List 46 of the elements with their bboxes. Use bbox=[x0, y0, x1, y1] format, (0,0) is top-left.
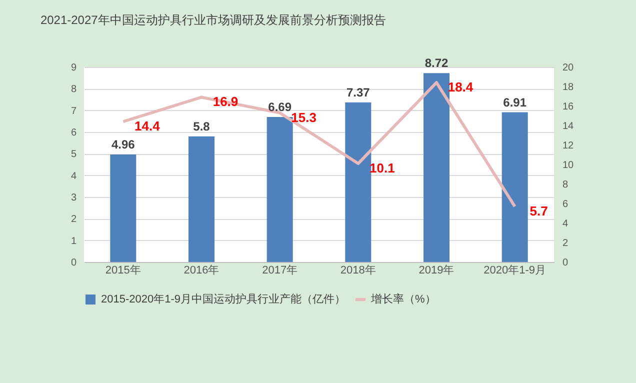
y2-tick-label: 14 bbox=[562, 121, 574, 132]
data-label: 7.37 bbox=[346, 85, 370, 100]
y2-tick-label: 18 bbox=[562, 82, 574, 93]
y2-tick-label: 10 bbox=[562, 160, 574, 171]
y2-tick-label: 4 bbox=[562, 218, 568, 230]
y2-tick-label: 16 bbox=[562, 102, 574, 112]
data-label: 4.96 bbox=[111, 138, 136, 152]
y-tick-label: 0 bbox=[70, 258, 77, 268]
bar bbox=[345, 102, 372, 262]
chart-title: 2021-2027年中国运动护具行业市场调研及发展前景分析预测报告 bbox=[40, 13, 386, 28]
y-tick-label: 5 bbox=[70, 149, 77, 160]
data-label: 6.91 bbox=[503, 95, 527, 110]
x-tick-label: 2016年 bbox=[184, 264, 220, 276]
y-tick-label: 6 bbox=[70, 128, 77, 138]
bar bbox=[188, 136, 214, 262]
y-tick-label: 9 bbox=[70, 62, 77, 74]
legend-label: 2015-2020年1-9月中国运动护具行业产能（亿件） bbox=[101, 292, 346, 306]
y2-tick-label: 20 bbox=[562, 62, 574, 74]
y2-tick-label: 12 bbox=[562, 140, 574, 152]
x-tick-label: 2015年 bbox=[105, 264, 141, 276]
bar bbox=[110, 154, 136, 262]
data-label: 14.4 bbox=[134, 118, 161, 134]
x-tick-label: 2020年1-9月 bbox=[484, 264, 546, 276]
y2-tick-label: 0 bbox=[562, 258, 568, 268]
bar bbox=[424, 73, 450, 262]
y-tick-label: 2 bbox=[70, 214, 77, 226]
legend-label: 增长率（%） bbox=[370, 292, 436, 306]
y2-tick-label: 6 bbox=[562, 199, 568, 210]
y2-tick-label: 2 bbox=[562, 238, 568, 249]
y-tick-label: 7 bbox=[70, 106, 77, 117]
data-label: 5.8 bbox=[193, 119, 210, 134]
x-tick-label: 2018年 bbox=[340, 264, 376, 276]
bar bbox=[502, 112, 528, 262]
data-label: 16.9 bbox=[212, 94, 238, 110]
y-tick-label: 1 bbox=[70, 236, 77, 247]
data-label: 15.3 bbox=[291, 110, 316, 125]
data-label: 8.72 bbox=[424, 56, 448, 70]
y-tick-label: 8 bbox=[70, 84, 77, 96]
data-label: 5.7 bbox=[530, 203, 548, 218]
x-tick-label: 2017年 bbox=[262, 264, 298, 276]
x-tick-label: 2019年 bbox=[418, 264, 454, 276]
y2-tick-label: 8 bbox=[562, 180, 568, 190]
data-label: 6.69 bbox=[268, 100, 292, 114]
y-tick-label: 3 bbox=[70, 192, 77, 204]
y-tick-label: 4 bbox=[70, 170, 77, 182]
bar bbox=[266, 117, 293, 262]
